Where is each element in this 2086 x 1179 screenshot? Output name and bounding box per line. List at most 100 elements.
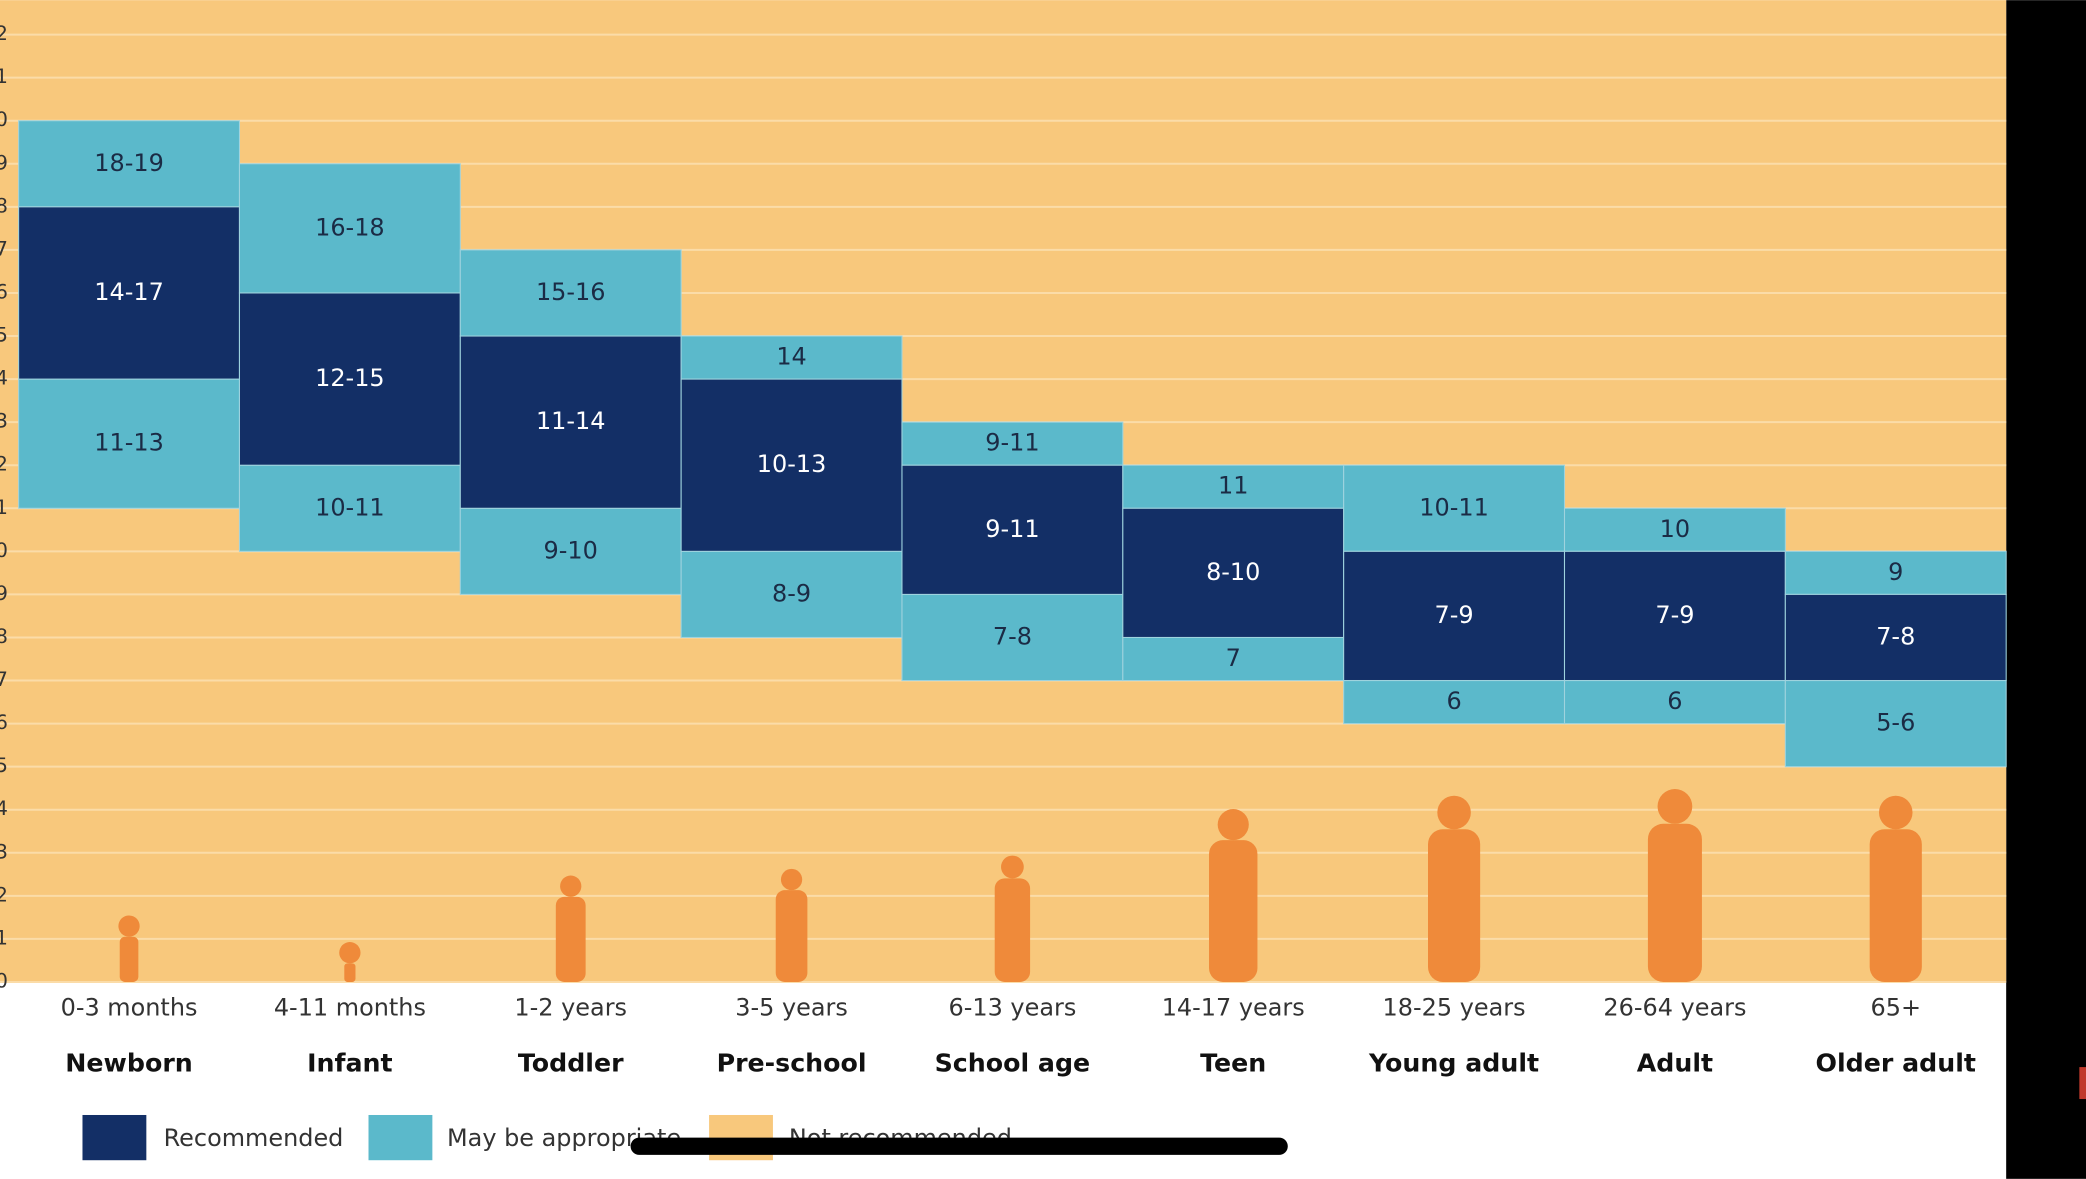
home-indicator — [630, 1137, 1288, 1155]
value-label: 6 — [1446, 687, 1461, 715]
silhouette-head — [560, 875, 582, 897]
y-tick-label: 21 — [0, 64, 8, 88]
range-bar — [459, 249, 682, 337]
silhouette-body — [1647, 823, 1702, 982]
range-bar — [901, 464, 1124, 595]
group-label: Pre-school — [717, 1048, 867, 1077]
x-tick-label: 4-11 months — [274, 994, 426, 1022]
value-label: 7 — [1226, 644, 1241, 672]
group-label: Teen — [1200, 1048, 1266, 1077]
range-bar — [238, 163, 461, 294]
range-bar — [18, 378, 240, 509]
x-tick-label: 14-17 years — [1162, 994, 1305, 1022]
group-label: School age — [935, 1048, 1091, 1077]
silhouette-head — [118, 915, 140, 937]
range-bar — [238, 464, 461, 552]
range-bar — [1122, 464, 1345, 509]
y-tick-label: 4 — [0, 796, 8, 820]
range-bar — [459, 335, 682, 509]
range-bar — [680, 335, 903, 380]
range-bar — [1343, 550, 1566, 682]
group-label: Adult — [1637, 1048, 1713, 1077]
silhouette-body — [344, 963, 356, 982]
silhouette-head — [1657, 789, 1693, 824]
y-tick-label: 3 — [0, 839, 8, 863]
y-tick-label: 8 — [0, 624, 8, 648]
value-label: 15-16 — [536, 278, 606, 306]
value-label: 11-14 — [536, 407, 606, 435]
y-tick-label: 9 — [0, 581, 8, 605]
x-tick-label: 3-5 years — [735, 994, 848, 1022]
value-label: 14 — [776, 343, 806, 371]
value-label: 7-8 — [993, 622, 1032, 650]
range-bar — [680, 550, 903, 638]
value-label: 9 — [1888, 558, 1903, 586]
range-bar — [1563, 679, 1786, 725]
x-tick-label: 6-13 years — [948, 994, 1076, 1022]
silhouette-head — [1217, 809, 1249, 841]
x-tick-label: 0-3 months — [61, 994, 198, 1022]
value-label: 10-11 — [1419, 493, 1489, 521]
legend-swatch — [368, 1114, 433, 1161]
range-bar — [1563, 507, 1786, 552]
range-bar — [901, 421, 1124, 466]
x-tick-label: 65+ — [1870, 994, 1921, 1022]
value-label: 9-11 — [985, 429, 1039, 457]
silhouette-body — [555, 896, 586, 982]
group-label: Infant — [307, 1048, 393, 1077]
range-bar — [1343, 679, 1566, 725]
side-mark — [2079, 1067, 2086, 1100]
value-label: 10-13 — [757, 450, 827, 478]
y-tick-label: 20 — [0, 107, 8, 131]
value-label: 8-10 — [1206, 558, 1260, 586]
group-label: Newborn — [65, 1048, 193, 1077]
silhouette-body — [119, 936, 139, 982]
y-tick-label: 16 — [0, 279, 8, 303]
y-tick-label: 15 — [0, 323, 8, 347]
y-tick-label: 17 — [0, 236, 8, 260]
value-label: 9-11 — [985, 515, 1039, 543]
value-label: 18-19 — [94, 149, 164, 177]
y-tick-label: 14 — [0, 366, 8, 390]
silhouette-body — [775, 890, 808, 982]
value-label: 6 — [1667, 687, 1682, 715]
y-tick-label: 7 — [0, 667, 8, 691]
range-bar — [459, 507, 682, 595]
range-bar — [18, 120, 240, 208]
silhouette-body — [994, 878, 1031, 982]
silhouette-head — [1001, 855, 1024, 879]
y-tick-label: 11 — [0, 495, 8, 519]
value-label: 10-11 — [315, 493, 385, 521]
value-label: 9-10 — [544, 536, 598, 564]
y-tick-label: 0 — [0, 968, 8, 992]
silhouette-head — [1437, 795, 1471, 830]
value-label: 11 — [1218, 472, 1248, 500]
value-label: 7-9 — [1435, 601, 1474, 629]
silhouette-head — [780, 868, 803, 891]
value-label: 10 — [1660, 515, 1690, 543]
y-tick-label: 1 — [0, 925, 8, 949]
y-tick-label: 10 — [0, 538, 8, 562]
y-tick-label: 5 — [0, 753, 8, 777]
y-tick-label: 19 — [0, 150, 8, 174]
range-bar — [680, 378, 903, 552]
value-label: 5-6 — [1876, 709, 1915, 737]
value-label: 14-17 — [94, 278, 164, 306]
y-tick-label: 13 — [0, 409, 8, 433]
value-label: 7-8 — [1876, 622, 1915, 650]
y-tick-label: 6 — [0, 710, 8, 734]
y-tick-label: 22 — [0, 21, 8, 45]
value-label: 7-9 — [1655, 601, 1694, 629]
range-bar — [18, 206, 240, 380]
value-label: 12-15 — [315, 364, 385, 392]
value-label: 16-18 — [315, 213, 385, 241]
range-bar — [238, 292, 461, 466]
legend-label: Recommended — [164, 1124, 344, 1152]
plot: 01234567891011121314151617181920212211-1… — [0, 0, 2007, 1161]
value-label: 8-9 — [772, 579, 811, 607]
legend-swatch — [82, 1114, 147, 1161]
group-label: Toddler — [518, 1048, 624, 1077]
value-label: 11-13 — [94, 429, 164, 457]
silhouette-body — [1209, 840, 1258, 982]
y-tick-label: 2 — [0, 882, 8, 906]
